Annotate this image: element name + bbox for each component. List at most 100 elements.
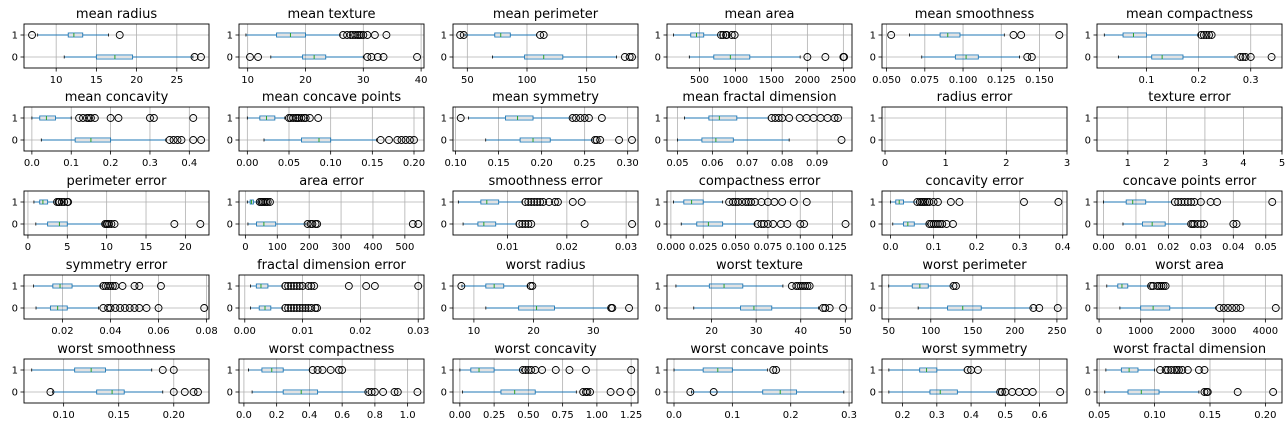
box [505, 115, 534, 121]
box [470, 367, 495, 373]
x-tick-label: 0.09 [806, 158, 828, 169]
outlier-point [608, 304, 617, 312]
y-tick-label: 1 [870, 198, 876, 209]
x-tick-label: 0.4 [301, 410, 317, 421]
outlier-point [518, 220, 527, 228]
box [282, 389, 319, 395]
box [1141, 221, 1166, 227]
outlier-point [308, 220, 317, 228]
outlier-point [55, 198, 64, 206]
outlier-point [1157, 282, 1166, 290]
outlier-point [246, 53, 254, 61]
chart-title: symmetry error [66, 258, 168, 273]
x-tick-label: 0.125 [818, 242, 847, 253]
outlier-point [577, 198, 586, 206]
x-tick-label: 0.30 [617, 158, 639, 169]
chart-title: concave points error [1123, 174, 1257, 189]
outlier-point [597, 114, 606, 122]
outlier-point [628, 53, 636, 61]
x-tick-label: 0.025 [689, 242, 718, 253]
outlier-point [313, 304, 321, 312]
y-tick-label: 1 [12, 31, 18, 42]
outlier-point [1229, 220, 1238, 228]
x-tick-label: 0.3 [142, 158, 158, 169]
x-tick-label: 0.6 [334, 410, 350, 421]
box [713, 54, 751, 60]
plot-frame [666, 358, 853, 404]
x-tick-label: 0.10 [320, 158, 342, 169]
plot-frame [452, 190, 639, 236]
outlier-point [834, 114, 842, 122]
box [1117, 283, 1129, 289]
subplot: worst concavity 0.00 0.25 0.50 0.75 1.00 1.25 0… [441, 342, 643, 421]
subplot: worst symmetry 0.2 0.3 0.4 0.5 0.6 0 1 [870, 342, 1068, 421]
outlier-point [287, 282, 295, 290]
outlier-point [142, 304, 151, 312]
outlier-point [414, 220, 423, 228]
x-tick-label: 20 [527, 326, 540, 337]
x-tick-label: 0.2 [895, 410, 911, 421]
outlier-point [1174, 198, 1183, 206]
y-tick-label: 1 [655, 198, 661, 209]
x-tick-label: 10 [100, 242, 113, 253]
box [39, 115, 56, 121]
box [954, 54, 979, 60]
outlier-point [287, 304, 295, 312]
y-tick-label: 1 [655, 31, 661, 42]
subplot: worst concave points 0.0 0.1 0.2 0.3 0 1 [655, 342, 857, 421]
outlier-point [925, 220, 934, 228]
x-tick-label: 0 [1096, 326, 1102, 337]
x-tick-label: 0.04 [99, 326, 121, 337]
outlier-point [628, 220, 637, 228]
outlier-point [108, 282, 117, 290]
plot-frame [1096, 274, 1283, 320]
outlier-point [281, 282, 290, 290]
x-tick-label: 0.0 [666, 410, 682, 421]
x-tick-label: 0.000 [657, 242, 686, 253]
outlier-point [313, 366, 322, 374]
y-tick-label: 0 [655, 136, 661, 147]
outlier-point [413, 53, 422, 61]
outlier-point [840, 53, 849, 61]
outlier-point [105, 220, 113, 228]
outlier-point [527, 366, 536, 374]
outlier-point [351, 31, 360, 39]
y-tick-label: 0 [12, 53, 18, 64]
x-tick-label: 0.100 [786, 242, 815, 253]
outlier-point [1246, 53, 1255, 61]
plot-frame [238, 358, 425, 404]
outlier-point [1156, 366, 1165, 374]
x-tick-label: 100 [268, 242, 287, 253]
outlier-point [413, 388, 422, 396]
outlier-point [169, 366, 178, 374]
plot-frame [23, 358, 210, 404]
outlier-point [170, 220, 179, 228]
box [259, 115, 276, 121]
outlier-point [521, 198, 530, 206]
x-tick-label: 0.3 [1243, 75, 1259, 86]
subplot: symmetry error 0.02 0.04 0.06 0.08 0 1 [12, 258, 218, 337]
x-tick-label: 0.3 [1012, 242, 1028, 253]
outlier-point [189, 136, 198, 144]
x-tick-label: 10 [468, 326, 481, 337]
outlier-point [364, 388, 373, 396]
x-tick-label: 10 [241, 75, 254, 86]
x-tick-label: 0.5 [997, 410, 1013, 421]
outlier-point [379, 53, 388, 61]
subplot: mean compactness 0.1 0.2 0.3 0 1 [1085, 7, 1283, 86]
outlier-point [539, 31, 548, 39]
outlier-point [741, 198, 750, 206]
plot-frame [1096, 190, 1283, 236]
plot-frame [666, 190, 853, 236]
box [762, 389, 798, 395]
outlier-point [923, 198, 932, 206]
x-tick-label: 0 [242, 242, 248, 253]
outlier-point [397, 136, 406, 144]
outlier-point [719, 31, 728, 39]
outlier-point [1009, 31, 1018, 39]
x-tick-label: 250 [1047, 326, 1066, 337]
outlier-point [1161, 282, 1170, 290]
outlier-point [802, 198, 811, 206]
outlier-point [1020, 198, 1028, 206]
